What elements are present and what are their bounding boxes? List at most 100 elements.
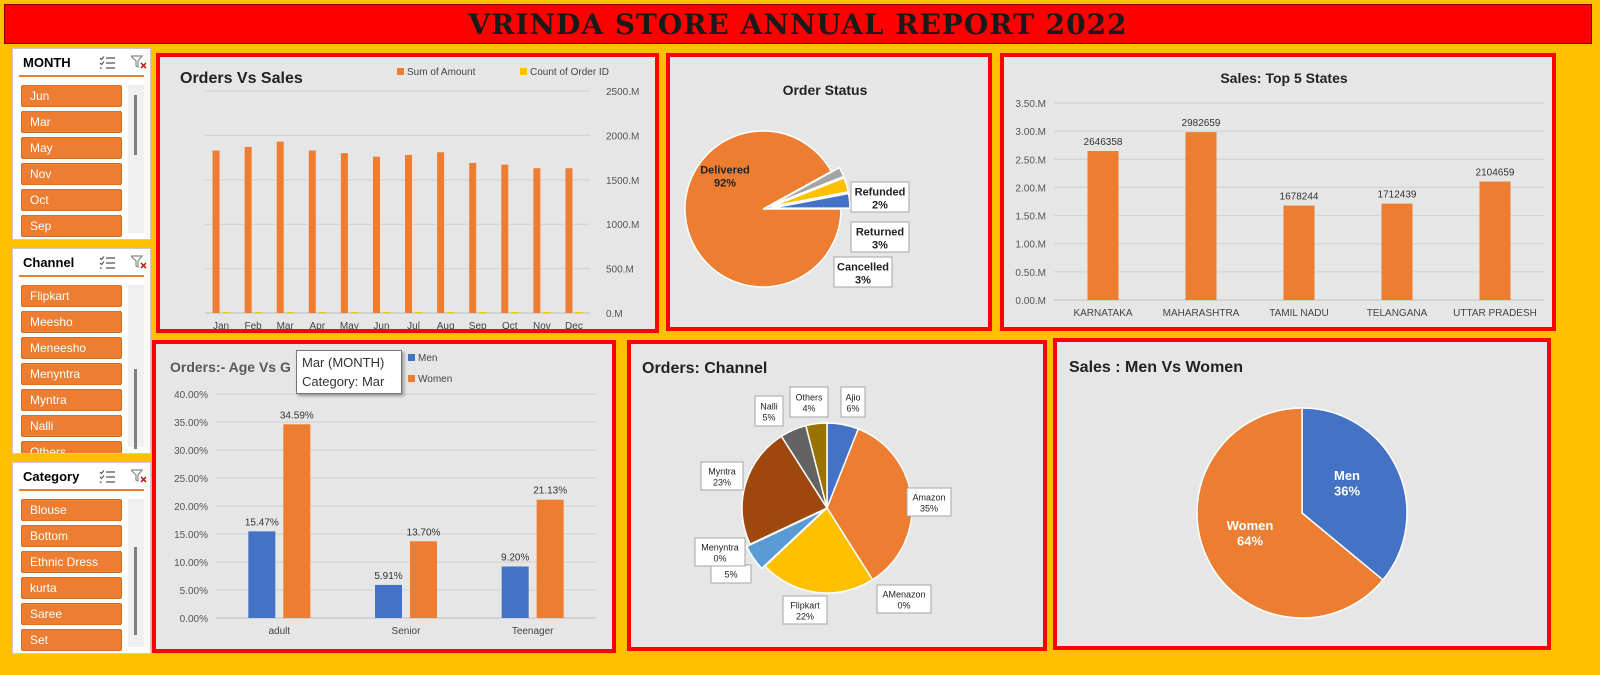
slicer-header: MONTH: [19, 49, 147, 77]
slicer-title: Category: [23, 469, 80, 484]
chart-title: Orders: Channel: [642, 360, 767, 377]
multi-select-icon[interactable]: [99, 255, 115, 269]
slicer-item-oct[interactable]: Oct: [21, 189, 122, 211]
slicer-scrollbar[interactable]: [128, 285, 144, 449]
slicer-header: Channel: [19, 249, 147, 277]
data-label: AMenazon: [882, 590, 925, 600]
clear-filter-icon[interactable]: [131, 469, 147, 483]
tooltip-line-1: Mar (MONTH): [302, 355, 385, 370]
slicer-item-sep[interactable]: Sep: [21, 215, 122, 237]
x-tick-label: Dec: [565, 321, 583, 329]
bar-count-of-order-id-feb: [254, 311, 262, 313]
bar-value-karnataka: [1087, 151, 1119, 300]
pie-slice-returned: [771, 176, 850, 208]
x-tick-label: TELANGANA: [1367, 308, 1428, 319]
legend-entry: Sum of Amount: [407, 67, 476, 78]
bar-count-of-order-id-apr: [318, 311, 326, 313]
data-callout-box: [754, 395, 784, 427]
y-tick-label: 30.00%: [174, 446, 208, 457]
multi-select-icon[interactable]: [99, 55, 115, 69]
x-tick-label: Jun: [373, 321, 389, 329]
channel-slicer[interactable]: Channel Flipkart Meesho Meneesho Menyntra Myn…: [12, 248, 151, 454]
age-vs-gender-chart: Orders:- Age Vs G 0.00% 5.00% 10.00% 15.00% 2…: [170, 353, 596, 637]
men-vs-women-panel: Sales : Men Vs Women Men 36% Women 64%: [1053, 338, 1551, 650]
slicer-header: Category: [19, 463, 147, 491]
pie-slice-cancelled: [771, 192, 851, 209]
top-states-chart: Sales: Top 5 States 0.00.M 0.50.M 1.00.M 1.5…: [1015, 70, 1544, 319]
orders-channel-panel: Orders: Channel Ajio 6% Amazon 35% AMenazon 0%…: [627, 340, 1047, 651]
multi-select-icon[interactable]: [99, 469, 115, 483]
slicer-item-kurta[interactable]: kurta: [21, 577, 122, 599]
slicer-item-saree[interactable]: Saree: [21, 603, 122, 625]
data-label: 5%: [724, 570, 737, 580]
clear-filter-icon[interactable]: [131, 255, 147, 269]
slicer-items: Blouse Bottom Ethnic Dress kurta Saree Set: [21, 499, 122, 653]
bar-count-of-order-id-dec: [575, 311, 583, 313]
slicer-scrollbar[interactable]: [128, 85, 144, 233]
x-tick-label: May: [340, 321, 359, 329]
bar-sum-of-amount-jun: [372, 156, 380, 313]
slicer-item-mar[interactable]: Mar: [21, 111, 122, 133]
slicer-item-nov[interactable]: Nov: [21, 163, 122, 185]
bar-value-telangana: [1381, 203, 1413, 300]
slicer-items: Jun Mar May Nov Oct Sep: [21, 85, 122, 239]
y-tick-label: 1.00.M: [1015, 240, 1046, 251]
month-slicer[interactable]: MONTH Jun Mar May Nov Oct Sep: [12, 48, 151, 240]
tooltip-line-2: Category: Mar: [302, 374, 385, 389]
category-slicer[interactable]: Category Blouse Bottom Ethnic Dress kurta Sar…: [12, 462, 151, 654]
bar-sum-of-amount-jul: [405, 154, 413, 313]
slicer-item-myntra[interactable]: Myntra: [21, 389, 122, 411]
data-label: Cancelled: [837, 261, 889, 273]
slicer-item-nalli[interactable]: Nalli: [21, 415, 122, 437]
legend-entry: Count of Order ID: [530, 67, 609, 78]
slicer-item-jun[interactable]: Jun: [21, 85, 122, 107]
orders-channel-chart: Orders: ChannelAjio6%Amazon35%AMenazon0%…: [642, 360, 952, 625]
x-tick-label: Senior: [392, 626, 422, 637]
pie-slice-others: [804, 422, 828, 509]
y-tick-label: 0.50.M: [1015, 268, 1046, 279]
slicer-item-may[interactable]: May: [21, 137, 122, 159]
x-tick-label: Mar: [277, 321, 295, 329]
slicer-item-meneesho[interactable]: Meneesho: [21, 337, 122, 359]
slicer-item-others[interactable]: Others: [21, 441, 122, 453]
bar-men-teenager: [501, 566, 529, 618]
chart-title: Orders Vs Sales: [180, 70, 303, 87]
scrollbar-thumb[interactable]: [134, 369, 137, 449]
data-label: Flipkart: [790, 601, 820, 611]
slicer-item-blouse[interactable]: Blouse: [21, 499, 122, 521]
clear-filter-icon[interactable]: [131, 55, 147, 69]
bar-sum-of-amount-oct: [501, 164, 509, 313]
pie-slice-women: [1196, 407, 1384, 619]
pie-slice-refunded: [770, 166, 845, 206]
slicer-item-flipkart[interactable]: Flipkart: [21, 285, 122, 307]
bar-women-adult: [283, 424, 311, 618]
bar-count-of-order-id-aug: [447, 311, 455, 313]
slicer-item-menyntra[interactable]: Menyntra: [21, 363, 122, 385]
x-tick-label: Aug: [437, 321, 455, 329]
data-label: Amazon: [912, 493, 945, 503]
y-tick-label: 35.00%: [174, 418, 208, 429]
data-label: 3%: [855, 275, 871, 287]
x-tick-label: UTTAR PRADESH: [1453, 308, 1537, 319]
y-tick-label: 40.00%: [174, 390, 208, 401]
legend-entry: Women: [418, 374, 452, 385]
data-label: 92%: [714, 178, 736, 190]
slicer-item-set[interactable]: Set: [21, 629, 122, 651]
slicer-item-meesho[interactable]: Meesho: [21, 311, 122, 333]
slicer-item-bottom[interactable]: Bottom: [21, 525, 122, 547]
x-tick-label: MAHARASHTRA: [1163, 308, 1240, 319]
scrollbar-thumb[interactable]: [134, 547, 137, 635]
data-label: Myntra: [708, 467, 736, 477]
slicer-item-ethnic-dress[interactable]: Ethnic Dress: [21, 551, 122, 573]
bar-count-of-order-id-mar: [286, 311, 294, 313]
scrollbar-thumb[interactable]: [134, 95, 137, 155]
data-label: Refunded: [855, 186, 906, 198]
slicer-scrollbar[interactable]: [128, 499, 144, 647]
data-callout-box: [850, 221, 910, 253]
bar-sum-of-amount-feb: [244, 146, 252, 313]
y-tick-label: 0.00.M: [1015, 296, 1046, 307]
bar-sum-of-amount-aug: [437, 152, 445, 313]
bar-women-teenager: [536, 499, 564, 618]
bar-value-maharashtra: [1185, 132, 1217, 300]
data-label: Nalli: [760, 402, 778, 412]
